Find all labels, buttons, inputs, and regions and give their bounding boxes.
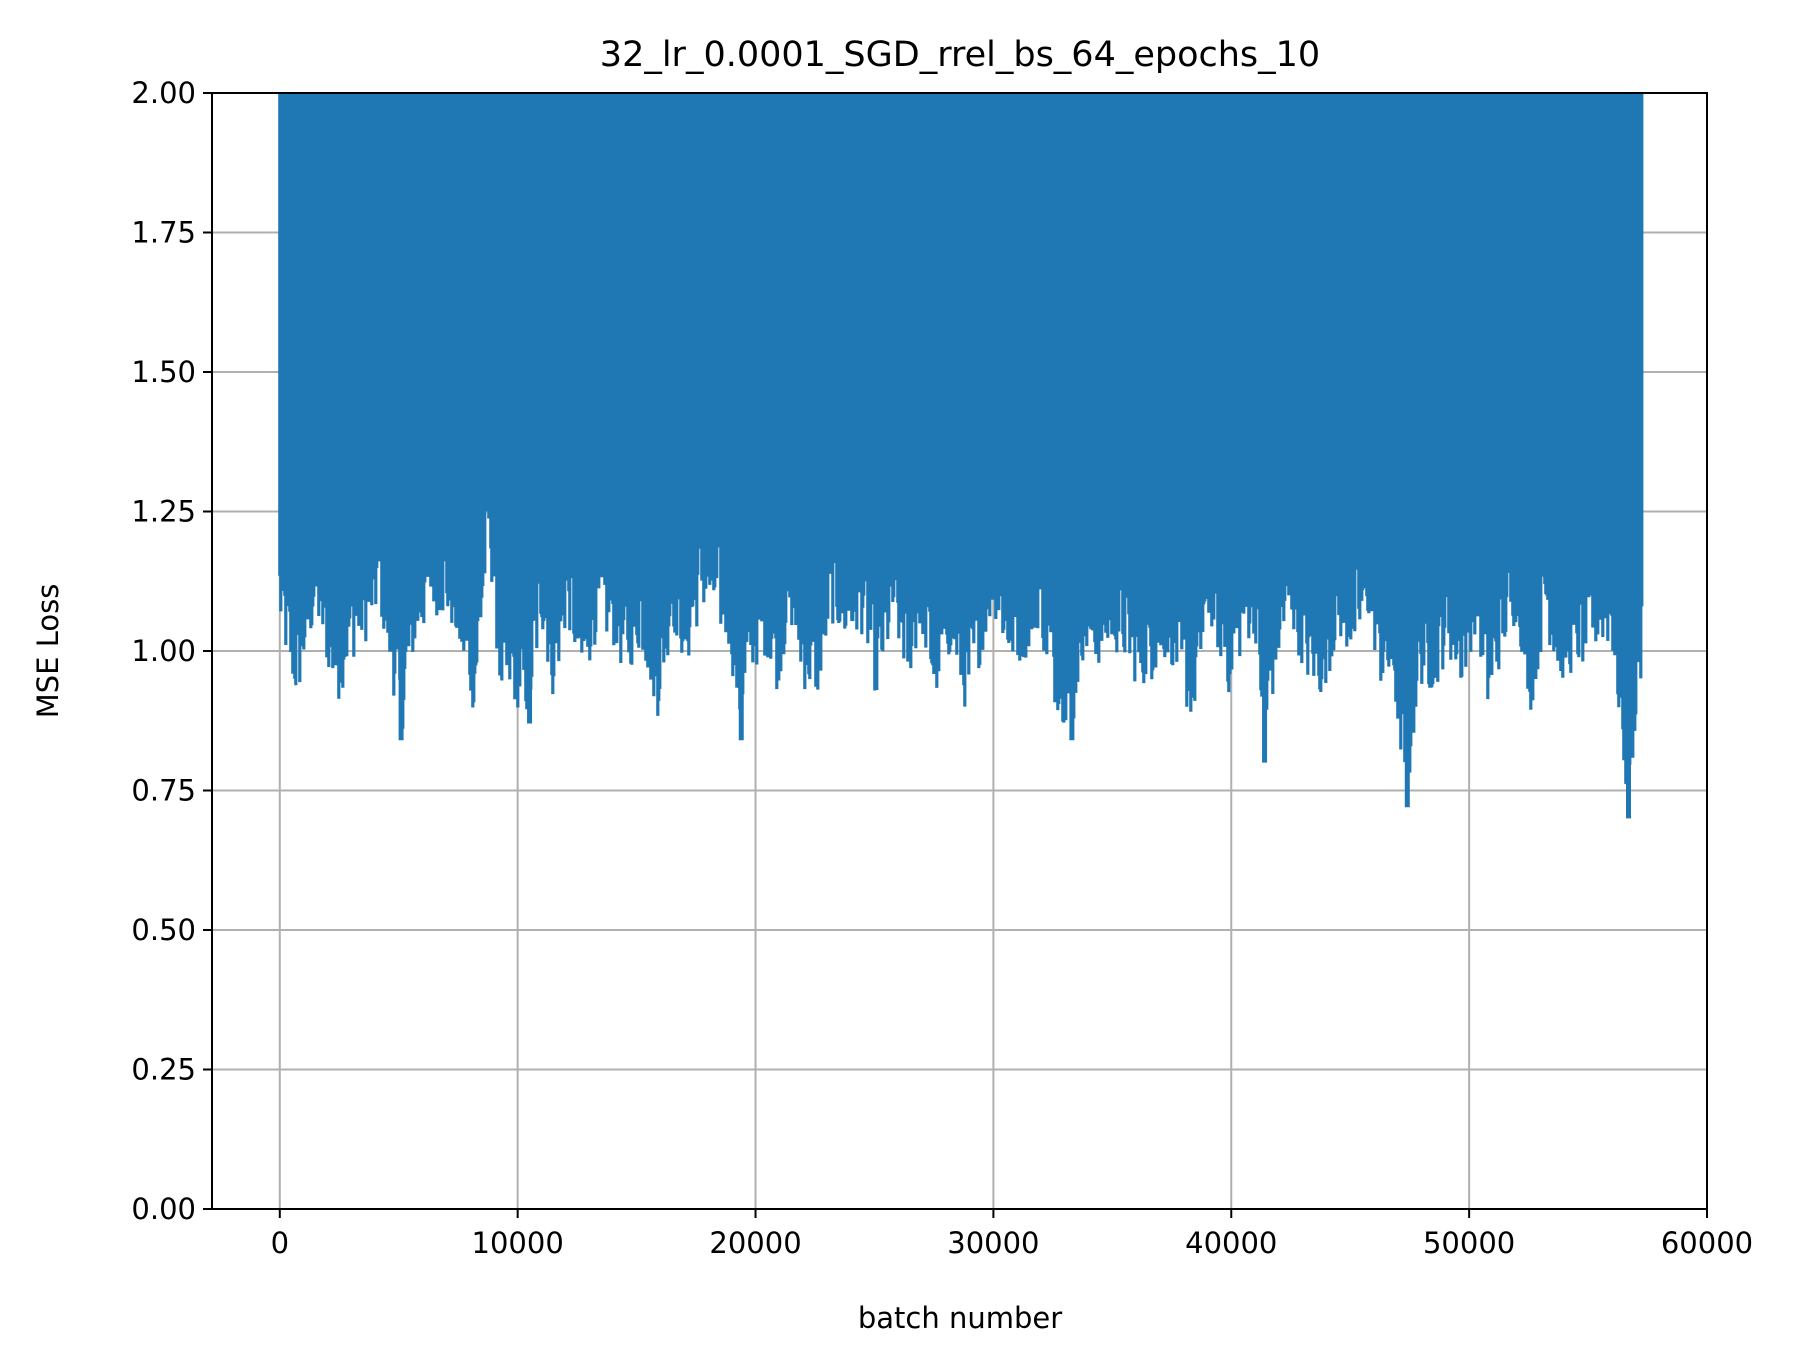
x-tick-label-1: 10000 bbox=[472, 1226, 564, 1260]
x-tick-label-0: 0 bbox=[271, 1226, 289, 1260]
y-tick-label-0: 0.00 bbox=[131, 1192, 196, 1226]
y-tick-label-4: 1.00 bbox=[131, 634, 196, 668]
y-tick-label-6: 1.50 bbox=[131, 355, 196, 389]
y-tick-label-2: 0.50 bbox=[131, 913, 196, 947]
y-tick-label-3: 0.75 bbox=[131, 774, 196, 808]
x-tick-label-3: 30000 bbox=[947, 1226, 1039, 1260]
x-axis-label: batch number bbox=[858, 1301, 1062, 1335]
axes-layer: 0 10000 20000 30000 40000 50000 60000 0.00 0.25 0… bbox=[131, 76, 1753, 1260]
chart-title: 32_lr_0.0001_SGD_rrel_bs_64_epochs_10 bbox=[600, 35, 1320, 75]
x-tick-label-5: 50000 bbox=[1423, 1226, 1515, 1260]
series-layer bbox=[278, 93, 1644, 819]
y-tick-label-5: 1.25 bbox=[131, 495, 196, 529]
x-tick-label-4: 40000 bbox=[1185, 1226, 1277, 1260]
y-tick-label-8: 2.00 bbox=[131, 76, 196, 110]
loss-series-line-0 bbox=[278, 93, 1644, 799]
y-axis-label: MSE Loss bbox=[31, 584, 65, 719]
y-tick-label-1: 0.25 bbox=[131, 1053, 196, 1087]
x-tick-label-6: 60000 bbox=[1661, 1226, 1753, 1260]
y-tick-label-7: 1.75 bbox=[131, 216, 196, 250]
x-tick-label-2: 20000 bbox=[709, 1226, 801, 1260]
